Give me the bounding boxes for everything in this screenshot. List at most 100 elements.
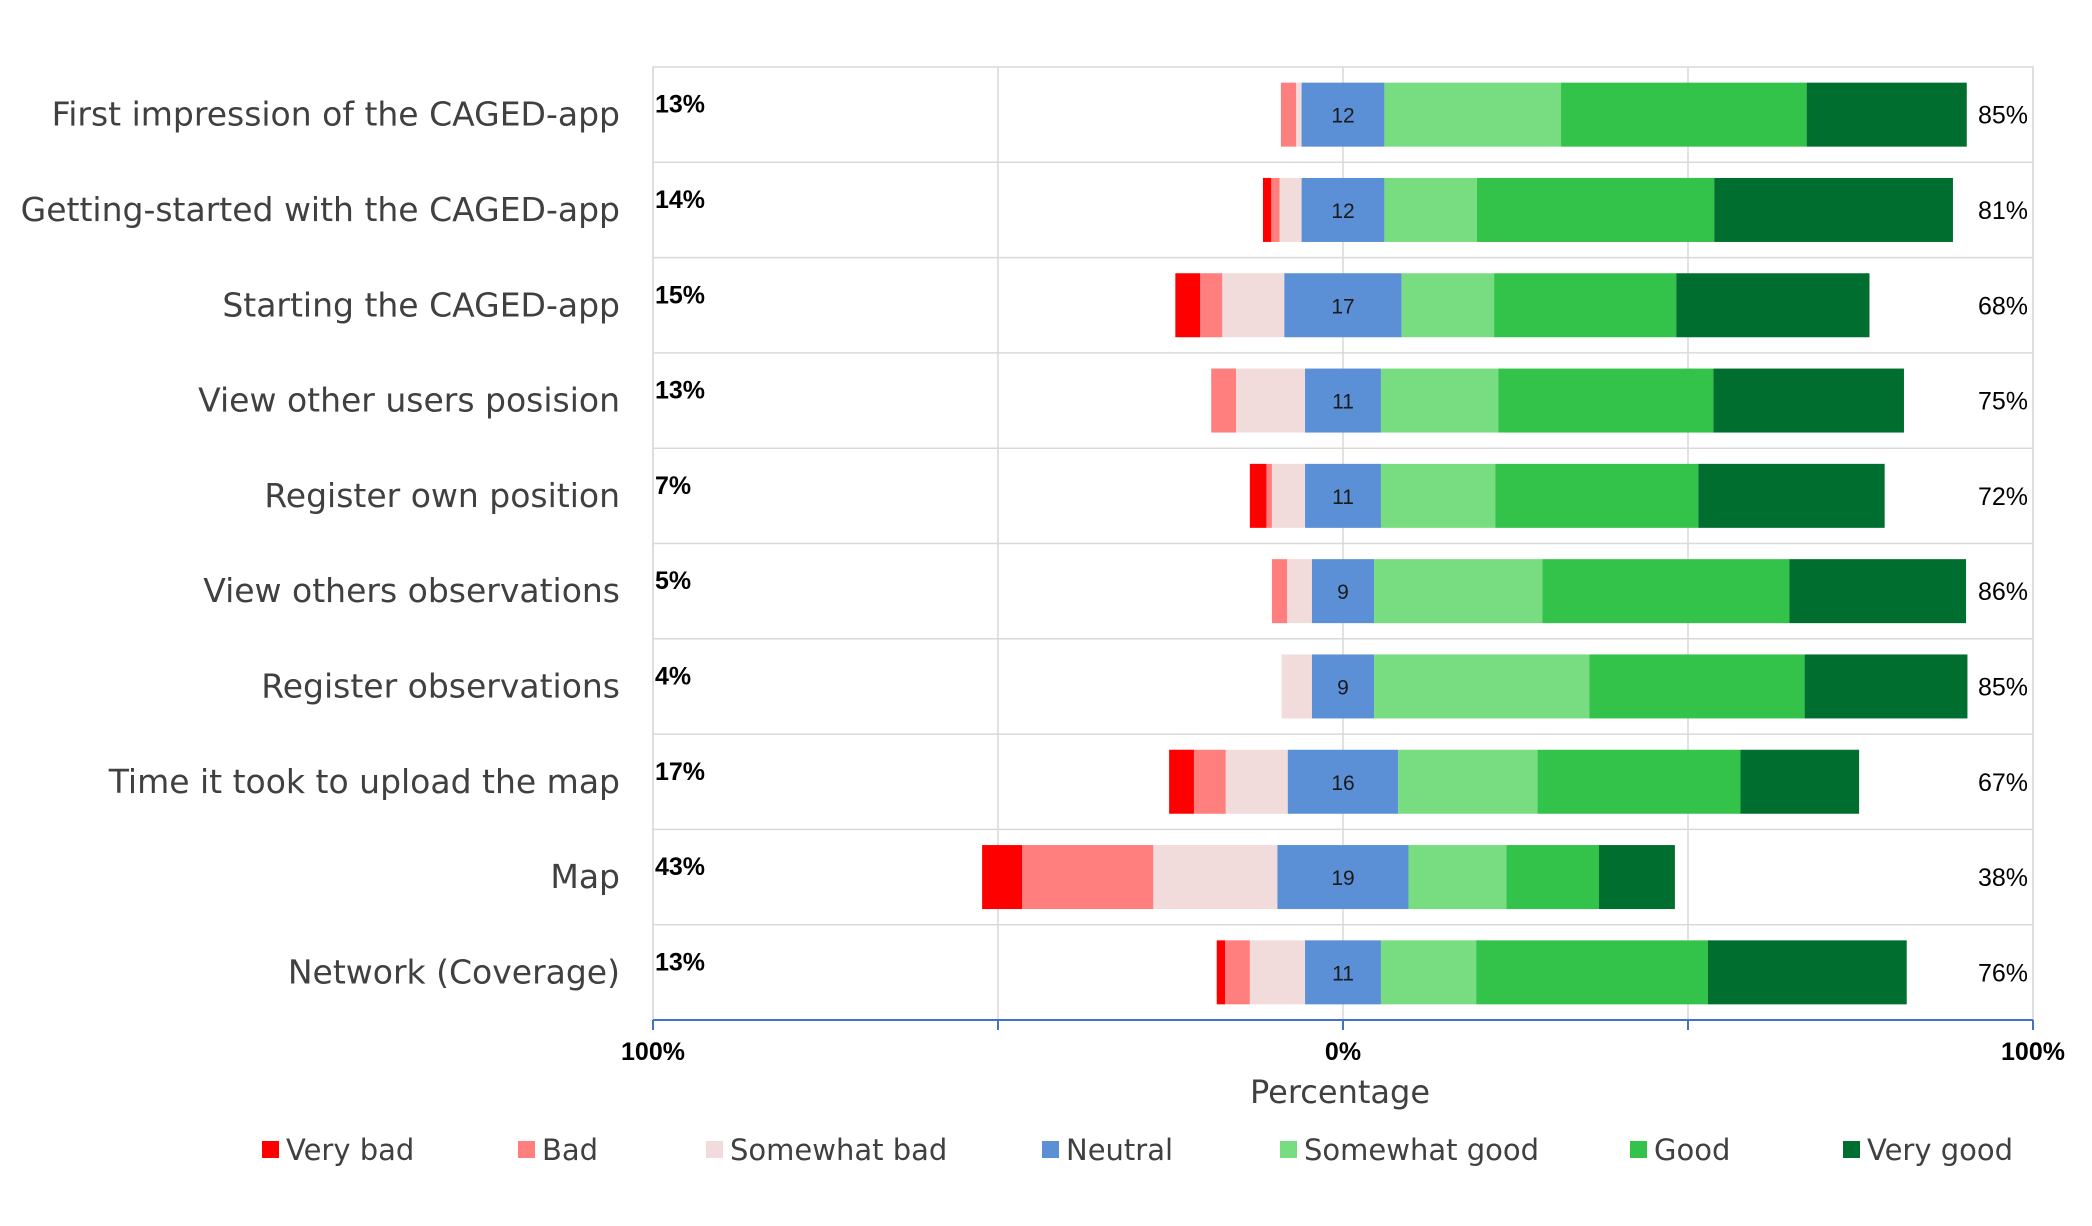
- positive-total-label: 68%: [1978, 292, 2028, 320]
- bar-segment-bad: [1193, 749, 1226, 814]
- positive-total-label: 86%: [1978, 578, 2028, 606]
- bar-segment-good: [1537, 749, 1741, 814]
- legend-swatch: [262, 1141, 279, 1158]
- legend: Very bad Bad Somewhat bad Neutral Somewhat g…: [262, 1133, 2013, 1167]
- bar-segment-bad: [1211, 368, 1237, 433]
- bar-segment-somewhat-good: [1401, 273, 1495, 338]
- bar-segment-very-bad: [982, 845, 1023, 910]
- category-label: Getting-started with the CAGED-app: [21, 190, 620, 229]
- neutral-value-label: 9: [1337, 581, 1349, 604]
- bar-segment-somewhat-good: [1384, 82, 1562, 147]
- bar-segment-neutral: [1277, 845, 1409, 910]
- bar-segment-neutral: [1305, 368, 1381, 433]
- bar-segment-good: [1476, 940, 1709, 1005]
- legend-item-very-bad: Very bad: [262, 1133, 414, 1167]
- x-tick-label: 100%: [2001, 1038, 2065, 1066]
- legend-swatch: [1630, 1141, 1647, 1158]
- category-label: View others observations: [203, 571, 620, 610]
- category-label: Map: [550, 857, 620, 896]
- bar-segment-somewhat-good: [1384, 177, 1477, 242]
- bar-segment-very-good: [1598, 845, 1675, 910]
- bar-segment-very-bad: [1249, 463, 1267, 528]
- bar-segment-good: [1506, 845, 1599, 910]
- positive-total-label: 76%: [1978, 959, 2028, 987]
- bar-segment-somewhat-bad: [1296, 82, 1302, 147]
- neutral-value-label: 9: [1337, 676, 1349, 699]
- bar-segment-very-good: [1698, 463, 1885, 528]
- legend-label: Good: [1654, 1133, 1730, 1167]
- bar-segment-good: [1495, 463, 1699, 528]
- bar-segment-very-good: [1713, 368, 1904, 433]
- category-label: Time it took to upload the map: [108, 762, 620, 801]
- bar-segment-somewhat-bad: [1153, 845, 1278, 910]
- bar-segment-somewhat-good: [1374, 654, 1590, 719]
- positive-total-label: 38%: [1978, 864, 2028, 892]
- bar-segment-good: [1494, 273, 1677, 338]
- bar-segment-neutral: [1301, 82, 1385, 147]
- bar-segment-somewhat-bad: [1279, 177, 1302, 242]
- bar-segment-very-bad: [1175, 273, 1201, 338]
- bar-segment-bad: [1200, 273, 1223, 338]
- category-label: First impression of the CAGED-app: [52, 95, 620, 134]
- negative-total-label: 4%: [655, 662, 691, 690]
- bar-segment-bad: [1225, 940, 1250, 1005]
- negative-total-label: 5%: [655, 567, 691, 595]
- negative-total-label: 13%: [655, 948, 705, 976]
- bar-segment-bad: [1022, 845, 1154, 910]
- bar-segment-neutral: [1301, 177, 1385, 242]
- x-axis-title: Percentage: [1250, 1073, 1430, 1111]
- bar-segment-neutral: [1284, 273, 1402, 338]
- bar-segment-very-bad: [1216, 940, 1226, 1005]
- bar-segment-somewhat-bad: [1281, 654, 1312, 719]
- bar-segment-good: [1589, 654, 1805, 719]
- negative-total-label: 15%: [655, 281, 705, 309]
- neutral-value-label: 11: [1332, 391, 1354, 414]
- bar-segment-bad: [1271, 559, 1288, 624]
- bar-segment-somewhat-good: [1408, 845, 1507, 910]
- x-tick-label: 100%: [621, 1038, 685, 1066]
- bar-segment-somewhat-good: [1398, 749, 1538, 814]
- bar-segment-good: [1542, 559, 1790, 624]
- legend-swatch: [706, 1141, 723, 1158]
- bar-segment-neutral: [1305, 463, 1381, 528]
- positive-total-label: 75%: [1978, 388, 2028, 416]
- legend-swatch: [1042, 1141, 1059, 1158]
- legend-item-very-good: Very good: [1843, 1133, 2013, 1167]
- bar-segment-bad: [1271, 177, 1280, 242]
- bar-segment-somewhat-good: [1380, 368, 1499, 433]
- bar-segment-very-good: [1708, 940, 1907, 1005]
- neutral-value-label: 12: [1331, 105, 1354, 128]
- neutral-value-label: 11: [1332, 486, 1354, 509]
- negative-total-label: 13%: [655, 91, 705, 119]
- legend-item-bad: Bad: [518, 1133, 598, 1167]
- neutral-value-label: 19: [1331, 867, 1354, 890]
- legend-swatch: [518, 1141, 535, 1158]
- bar-segment-somewhat-good: [1374, 559, 1543, 624]
- bar-segment-very-good: [1740, 749, 1860, 814]
- neutral-value-label: 12: [1331, 200, 1354, 223]
- legend-label: Very bad: [286, 1133, 414, 1167]
- neutral-value-label: 17: [1331, 295, 1354, 318]
- positive-total-label: 81%: [1978, 197, 2028, 225]
- bar-segment-neutral: [1287, 749, 1399, 814]
- positive-total-label: 85%: [1978, 102, 2028, 130]
- bar-segment-somewhat-bad: [1236, 368, 1306, 433]
- bar-segment-very-good: [1806, 82, 1967, 147]
- legend-label: Somewhat good: [1304, 1133, 1539, 1167]
- category-label: Register observations: [261, 666, 620, 705]
- bar-segment-neutral: [1311, 654, 1375, 719]
- bar-segment-very-good: [1804, 654, 1968, 719]
- negative-total-label: 7%: [655, 472, 691, 500]
- legend-label: Bad: [542, 1133, 598, 1167]
- negative-total-label: 43%: [655, 853, 705, 881]
- legend-item-good: Good: [1630, 1133, 1730, 1167]
- category-label: Starting the CAGED-app: [222, 285, 620, 324]
- legend-item-somewhat-good: Somewhat good: [1280, 1133, 1539, 1167]
- bar-segment-somewhat-bad: [1287, 559, 1312, 624]
- neutral-value-label: 16: [1331, 772, 1354, 795]
- bar-segment-good: [1498, 368, 1714, 433]
- legend-item-somewhat-bad: Somewhat bad: [706, 1133, 947, 1167]
- bar-segment-good: [1476, 177, 1715, 242]
- legend-label: Somewhat bad: [730, 1133, 947, 1167]
